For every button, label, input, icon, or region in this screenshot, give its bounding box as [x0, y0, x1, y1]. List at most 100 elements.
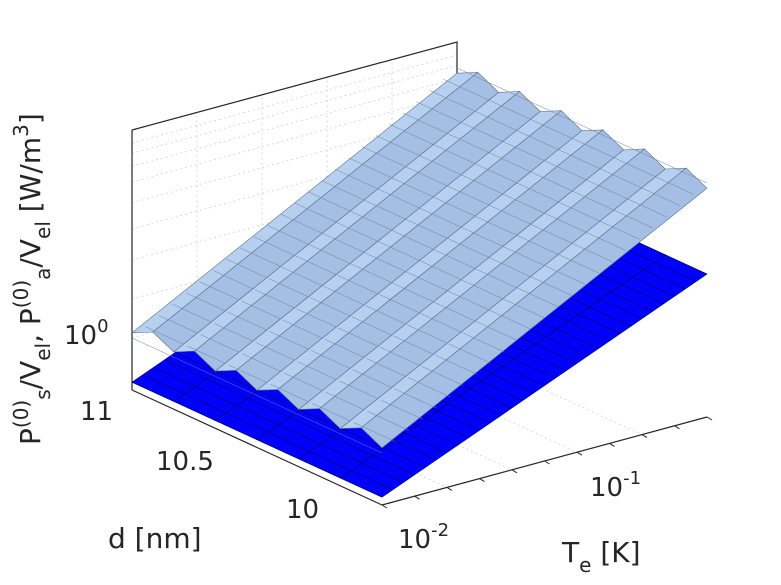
- mesh-line: [489, 309, 532, 330]
- tick-mark: [479, 478, 485, 483]
- mesh-line: [446, 237, 489, 258]
- mesh-line: [394, 388, 437, 409]
- mesh-line: [502, 298, 545, 319]
- mesh-line: [322, 233, 365, 253]
- mesh-line: [568, 136, 611, 157]
- mesh-line: [394, 440, 437, 461]
- tick-mark: [706, 416, 713, 421]
- mesh-line: [308, 244, 351, 265]
- mesh-line: [226, 259, 269, 279]
- mesh-line: [340, 433, 383, 454]
- mesh-line: [241, 300, 284, 321]
- mesh-line: [470, 388, 513, 409]
- mesh-line: [214, 323, 257, 343]
- mesh-line: [578, 314, 621, 334]
- mesh-line: [491, 373, 534, 394]
- mesh-line: [175, 352, 218, 372]
- mesh-line: [611, 208, 653, 229]
- mesh-line: [376, 188, 419, 208]
- mesh-line: [556, 253, 599, 274]
- z-tick-label: 100: [64, 316, 109, 351]
- mesh-line: [228, 364, 271, 385]
- mesh-line: [474, 268, 517, 288]
- mesh-line: [215, 420, 258, 440]
- mesh-line: [444, 131, 487, 152]
- mesh-line: [405, 433, 448, 453]
- mesh-line: [567, 321, 610, 342]
- mesh-line: [447, 290, 490, 311]
- tick-mark: [414, 495, 420, 500]
- mesh-line: [543, 264, 586, 285]
- tick-mark: [544, 460, 550, 465]
- mesh-line: [498, 86, 541, 107]
- mesh-line: [624, 197, 667, 217]
- tick-mark: [674, 425, 680, 430]
- mesh-line: [213, 270, 256, 290]
- mesh-line: [173, 356, 216, 377]
- mesh-line: [295, 255, 338, 276]
- x-tick-label: 10-2: [398, 520, 449, 555]
- mesh-line: [372, 455, 415, 476]
- mesh-line: [632, 276, 675, 297]
- mesh-line: [254, 289, 297, 310]
- mesh-line: [555, 200, 598, 221]
- mesh-line: [339, 380, 382, 401]
- mesh-line: [390, 176, 433, 197]
- mesh-line: [226, 412, 268, 433]
- gridline: [131, 93, 458, 183]
- mesh-line: [281, 266, 324, 287]
- mesh-line: [267, 432, 310, 452]
- mesh-line: [348, 157, 391, 178]
- mesh-line: [338, 327, 381, 348]
- mesh-line: [367, 411, 410, 431]
- mesh-line: [513, 358, 556, 379]
- mesh-line: [524, 351, 567, 371]
- mesh-line: [340, 477, 383, 498]
- tick-mark: [381, 504, 388, 509]
- mesh-line: [353, 422, 396, 442]
- mesh-line: [378, 294, 421, 314]
- mesh-line: [665, 254, 708, 275]
- mesh-line: [187, 345, 229, 366]
- mesh-line: [142, 374, 185, 395]
- mesh-line: [389, 124, 432, 144]
- mesh-line: [307, 191, 350, 212]
- mesh-line: [255, 342, 298, 362]
- mesh-line: [459, 395, 502, 416]
- mesh-line: [131, 381, 174, 402]
- mesh-line: [258, 390, 301, 411]
- mesh-line: [448, 343, 491, 364]
- mesh-line: [256, 439, 299, 460]
- mesh-line: [502, 366, 545, 386]
- mesh-line: [172, 304, 215, 324]
- mesh-line: [268, 278, 311, 298]
- mesh-line: [365, 305, 408, 325]
- mesh-line: [554, 147, 597, 168]
- mesh-line: [337, 274, 379, 295]
- mesh-line: [435, 354, 477, 375]
- mesh-line: [364, 252, 407, 272]
- mesh-line: [131, 337, 174, 358]
- mesh-line: [526, 117, 569, 137]
- mesh-line: [417, 154, 460, 175]
- mesh-line: [582, 178, 625, 198]
- mesh-line: [300, 409, 343, 430]
- mesh-line: [514, 181, 557, 202]
- y-tick-label: 11: [80, 397, 113, 427]
- mesh-line: [403, 165, 446, 186]
- mesh-line: [404, 218, 447, 239]
- mesh-line: [443, 79, 486, 99]
- mesh-line: [199, 281, 242, 302]
- mesh-line: [379, 346, 422, 367]
- mesh-line: [569, 189, 612, 210]
- mesh-line: [363, 199, 406, 220]
- mesh-line: [501, 245, 544, 266]
- mesh-line: [420, 313, 463, 333]
- x-axis-label: Te [K]: [561, 536, 641, 577]
- mesh-line: [253, 236, 296, 257]
- mesh-line: [145, 326, 188, 347]
- mesh-line: [335, 169, 377, 189]
- mesh-line: [294, 202, 337, 223]
- mesh-line: [643, 269, 686, 290]
- mesh-line: [472, 162, 515, 182]
